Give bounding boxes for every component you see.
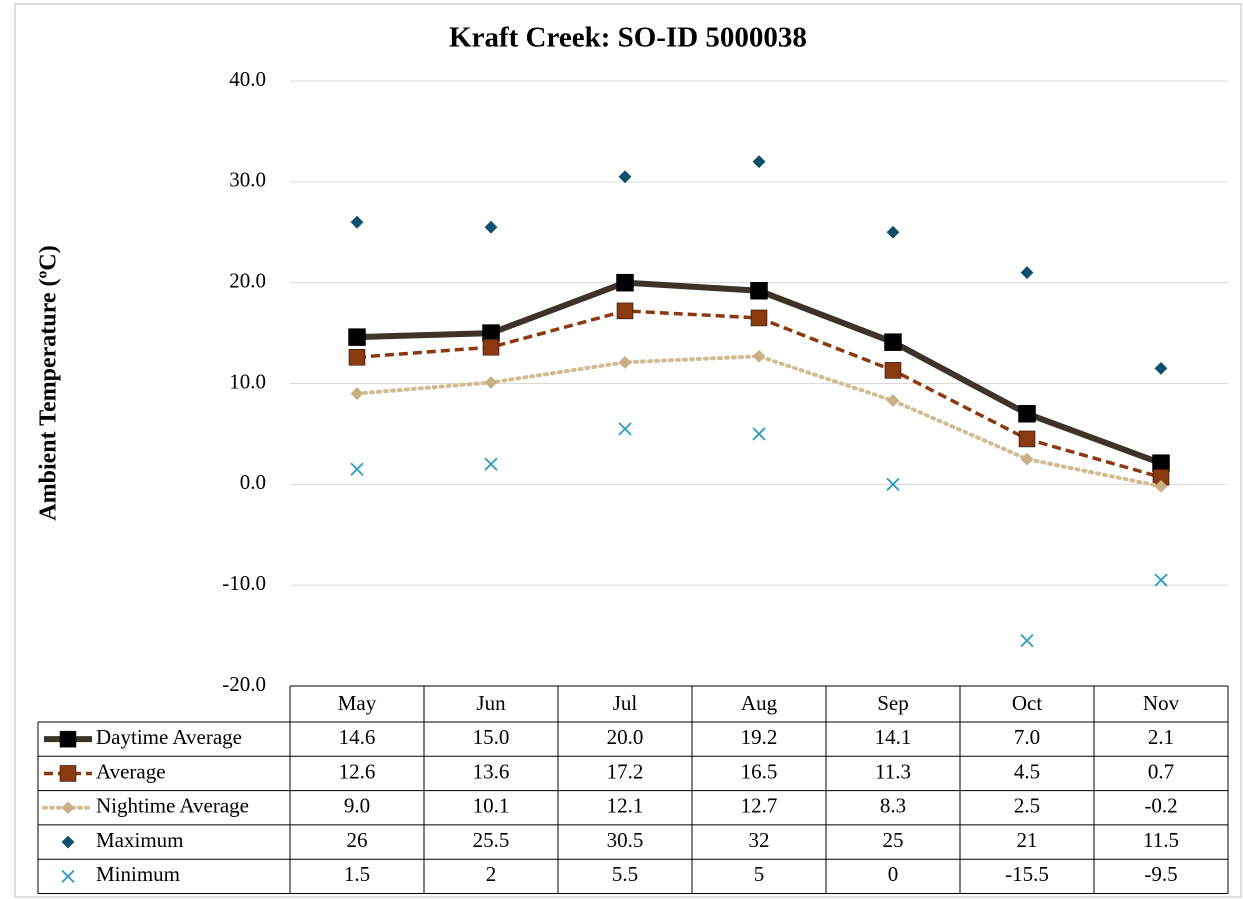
marker <box>482 338 500 356</box>
x-tick-label: Aug <box>741 691 778 715</box>
table-cell: 0.7 <box>1148 759 1174 783</box>
table-cell: 5 <box>754 862 765 886</box>
table-cell: 2 <box>486 862 497 886</box>
table-cell: -15.5 <box>1005 862 1049 886</box>
table-cell: 14.1 <box>875 725 912 749</box>
table-cell: 4.5 <box>1014 759 1040 783</box>
marker <box>752 427 766 441</box>
table-cell: 7.0 <box>1014 725 1040 749</box>
table-cell: 25.5 <box>473 828 510 852</box>
table-cell: 32 <box>749 828 770 852</box>
marker <box>618 422 632 436</box>
marker <box>484 376 498 389</box>
legend-marker <box>59 730 77 748</box>
legend-marker <box>61 835 75 849</box>
legend-marker <box>59 765 77 782</box>
marker <box>348 349 366 366</box>
table-cell: 0 <box>888 862 899 886</box>
marker <box>886 225 900 239</box>
marker <box>1020 633 1034 648</box>
table-cell: 9.0 <box>344 794 370 818</box>
y-tick-label: -20.0 <box>222 672 266 696</box>
table-cell: 10.1 <box>473 794 510 818</box>
marker <box>886 394 900 408</box>
y-tick-label: 30.0 <box>229 168 266 192</box>
marker <box>350 387 364 400</box>
y-tick-label: 10.0 <box>229 369 266 393</box>
marker <box>886 477 900 491</box>
legend-label: Daytime Average <box>96 725 242 749</box>
chart-title: Kraft Creek: SO-ID 5000038 <box>449 22 807 54</box>
table-cell: 2.1 <box>1148 725 1174 749</box>
marker <box>484 457 498 471</box>
marker <box>750 281 768 300</box>
x-tick-label: May <box>338 691 377 715</box>
legend-label: Maximum <box>96 828 184 852</box>
x-tick-label: Jul <box>613 691 638 715</box>
table-cell: 1.5 <box>344 862 370 886</box>
marker <box>752 155 766 169</box>
table-cell: 13.6 <box>473 759 510 783</box>
table-cell: -9.5 <box>1144 862 1177 886</box>
x-tick-label: Oct <box>1012 691 1042 715</box>
marker <box>750 309 768 327</box>
x-tick-label: Nov <box>1143 691 1180 715</box>
legend-marker <box>61 801 75 815</box>
y-tick-label: -10.0 <box>222 571 266 595</box>
marker <box>1154 573 1168 587</box>
table-cell: 5.5 <box>612 862 638 886</box>
marker <box>884 362 902 379</box>
table-cell: 20.0 <box>607 725 644 749</box>
table-cell: 11.5 <box>1143 828 1179 852</box>
marker <box>884 333 902 351</box>
table-cell: 16.5 <box>741 759 778 783</box>
marker <box>618 355 632 369</box>
marker <box>1018 405 1036 423</box>
marker <box>1154 479 1168 493</box>
marker <box>1018 430 1036 448</box>
legend-label: Nightime Average <box>96 794 249 818</box>
table-cell: 11.3 <box>875 759 911 783</box>
table-cell: 14.6 <box>339 725 376 749</box>
marker <box>618 170 632 184</box>
marker <box>616 302 634 320</box>
table-cell: 12.1 <box>607 794 644 818</box>
marker <box>484 220 498 234</box>
legend-label: Minimum <box>96 862 180 886</box>
table-cell: 15.0 <box>473 725 510 749</box>
y-axis-label: Ambient Temperature (ºC) <box>36 245 62 520</box>
y-tick-label: 40.0 <box>229 67 266 91</box>
x-tick-label: Sep <box>877 691 909 715</box>
marker <box>616 273 634 292</box>
table-cell: 12.7 <box>741 794 778 818</box>
table-cell: 2.5 <box>1014 794 1040 818</box>
marker <box>1154 361 1168 375</box>
marker <box>348 328 366 346</box>
marker <box>752 349 766 363</box>
table-cell: 25 <box>883 828 904 852</box>
table-cell: 26 <box>347 828 368 852</box>
marker <box>1020 452 1034 466</box>
marker <box>350 462 364 476</box>
table-cell: -0.2 <box>1144 794 1177 818</box>
table-cell: 12.6 <box>339 759 376 783</box>
legend-label: Average <box>96 759 166 783</box>
table-cell: 30.5 <box>607 828 644 852</box>
table-cell: 17.2 <box>607 759 644 783</box>
legend-marker <box>61 869 75 883</box>
marker <box>1020 266 1034 279</box>
y-tick-label: 0.0 <box>240 470 266 494</box>
table-cell: 8.3 <box>880 794 906 818</box>
table-cell: 19.2 <box>741 725 778 749</box>
x-tick-label: Jun <box>476 691 506 715</box>
marker <box>350 215 364 229</box>
chart-frame <box>14 3 1242 898</box>
y-tick-label: 20.0 <box>229 268 266 292</box>
table-cell: 21 <box>1017 828 1038 852</box>
